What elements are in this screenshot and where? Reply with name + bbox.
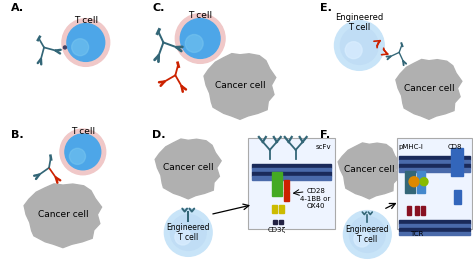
Bar: [399, 160, 470, 164]
Text: D.: D.: [153, 130, 166, 140]
FancyBboxPatch shape: [248, 138, 336, 229]
Bar: [421, 206, 425, 215]
Bar: [284, 191, 289, 201]
Text: CD8: CD8: [447, 144, 462, 150]
Circle shape: [64, 46, 66, 49]
Circle shape: [175, 229, 191, 245]
Text: Cancer cell: Cancer cell: [404, 84, 454, 93]
Circle shape: [62, 19, 109, 66]
Bar: [272, 205, 277, 212]
Circle shape: [354, 231, 370, 247]
Text: pMHC-I: pMHC-I: [399, 144, 423, 150]
Text: CD28: CD28: [306, 188, 325, 194]
Text: F.: F.: [319, 130, 330, 140]
Circle shape: [185, 34, 203, 52]
Bar: [399, 224, 470, 228]
Circle shape: [164, 209, 212, 256]
Text: 4-1BB or: 4-1BB or: [301, 196, 331, 202]
Text: T cell: T cell: [71, 127, 95, 137]
Circle shape: [72, 39, 89, 56]
Text: CD3ζ: CD3ζ: [268, 228, 286, 234]
Text: Engineered
T cell: Engineered T cell: [166, 223, 210, 242]
Circle shape: [180, 19, 220, 58]
Bar: [399, 164, 470, 168]
Polygon shape: [204, 54, 276, 119]
Text: B.: B.: [11, 130, 24, 140]
Text: Cancer cell: Cancer cell: [163, 163, 214, 172]
Bar: [252, 164, 331, 168]
Circle shape: [340, 27, 378, 64]
Circle shape: [335, 21, 384, 70]
Text: Engineered
T cell: Engineered T cell: [346, 225, 389, 244]
Bar: [279, 220, 283, 224]
Circle shape: [67, 23, 105, 61]
Polygon shape: [338, 143, 400, 199]
Bar: [399, 156, 470, 160]
Bar: [415, 206, 419, 215]
Text: TCR: TCR: [410, 232, 424, 238]
Bar: [407, 206, 411, 215]
Circle shape: [170, 215, 206, 250]
Circle shape: [409, 177, 419, 187]
Bar: [399, 220, 470, 223]
Bar: [252, 176, 331, 180]
Circle shape: [60, 129, 106, 175]
Bar: [454, 190, 461, 204]
Circle shape: [349, 217, 385, 252]
Bar: [252, 172, 331, 176]
Text: Cancer cell: Cancer cell: [37, 210, 88, 219]
Bar: [272, 172, 282, 196]
Circle shape: [69, 148, 85, 164]
Polygon shape: [155, 139, 221, 199]
FancyBboxPatch shape: [397, 138, 472, 229]
Bar: [399, 232, 470, 235]
Bar: [417, 171, 425, 193]
Text: Cancer cell: Cancer cell: [215, 81, 265, 90]
Bar: [252, 168, 331, 172]
Bar: [284, 180, 289, 190]
Bar: [399, 168, 470, 172]
Bar: [279, 205, 284, 212]
Bar: [399, 228, 470, 232]
Polygon shape: [24, 184, 101, 248]
Text: Engineered
T cell: Engineered T cell: [335, 13, 383, 32]
Text: scFv: scFv: [316, 144, 331, 150]
Text: OX40: OX40: [306, 203, 325, 209]
Bar: [273, 220, 277, 224]
Text: T cell: T cell: [74, 16, 98, 25]
Circle shape: [175, 14, 225, 63]
Bar: [451, 148, 463, 176]
Text: E.: E.: [319, 3, 331, 13]
Circle shape: [344, 211, 391, 258]
Circle shape: [345, 42, 362, 59]
Circle shape: [65, 134, 101, 170]
Bar: [405, 171, 415, 193]
Text: Cancer cell: Cancer cell: [344, 165, 394, 174]
Text: A.: A.: [11, 3, 24, 13]
Text: C.: C.: [153, 3, 165, 13]
Polygon shape: [396, 60, 462, 119]
Circle shape: [420, 178, 428, 186]
Text: T cell: T cell: [188, 11, 212, 20]
